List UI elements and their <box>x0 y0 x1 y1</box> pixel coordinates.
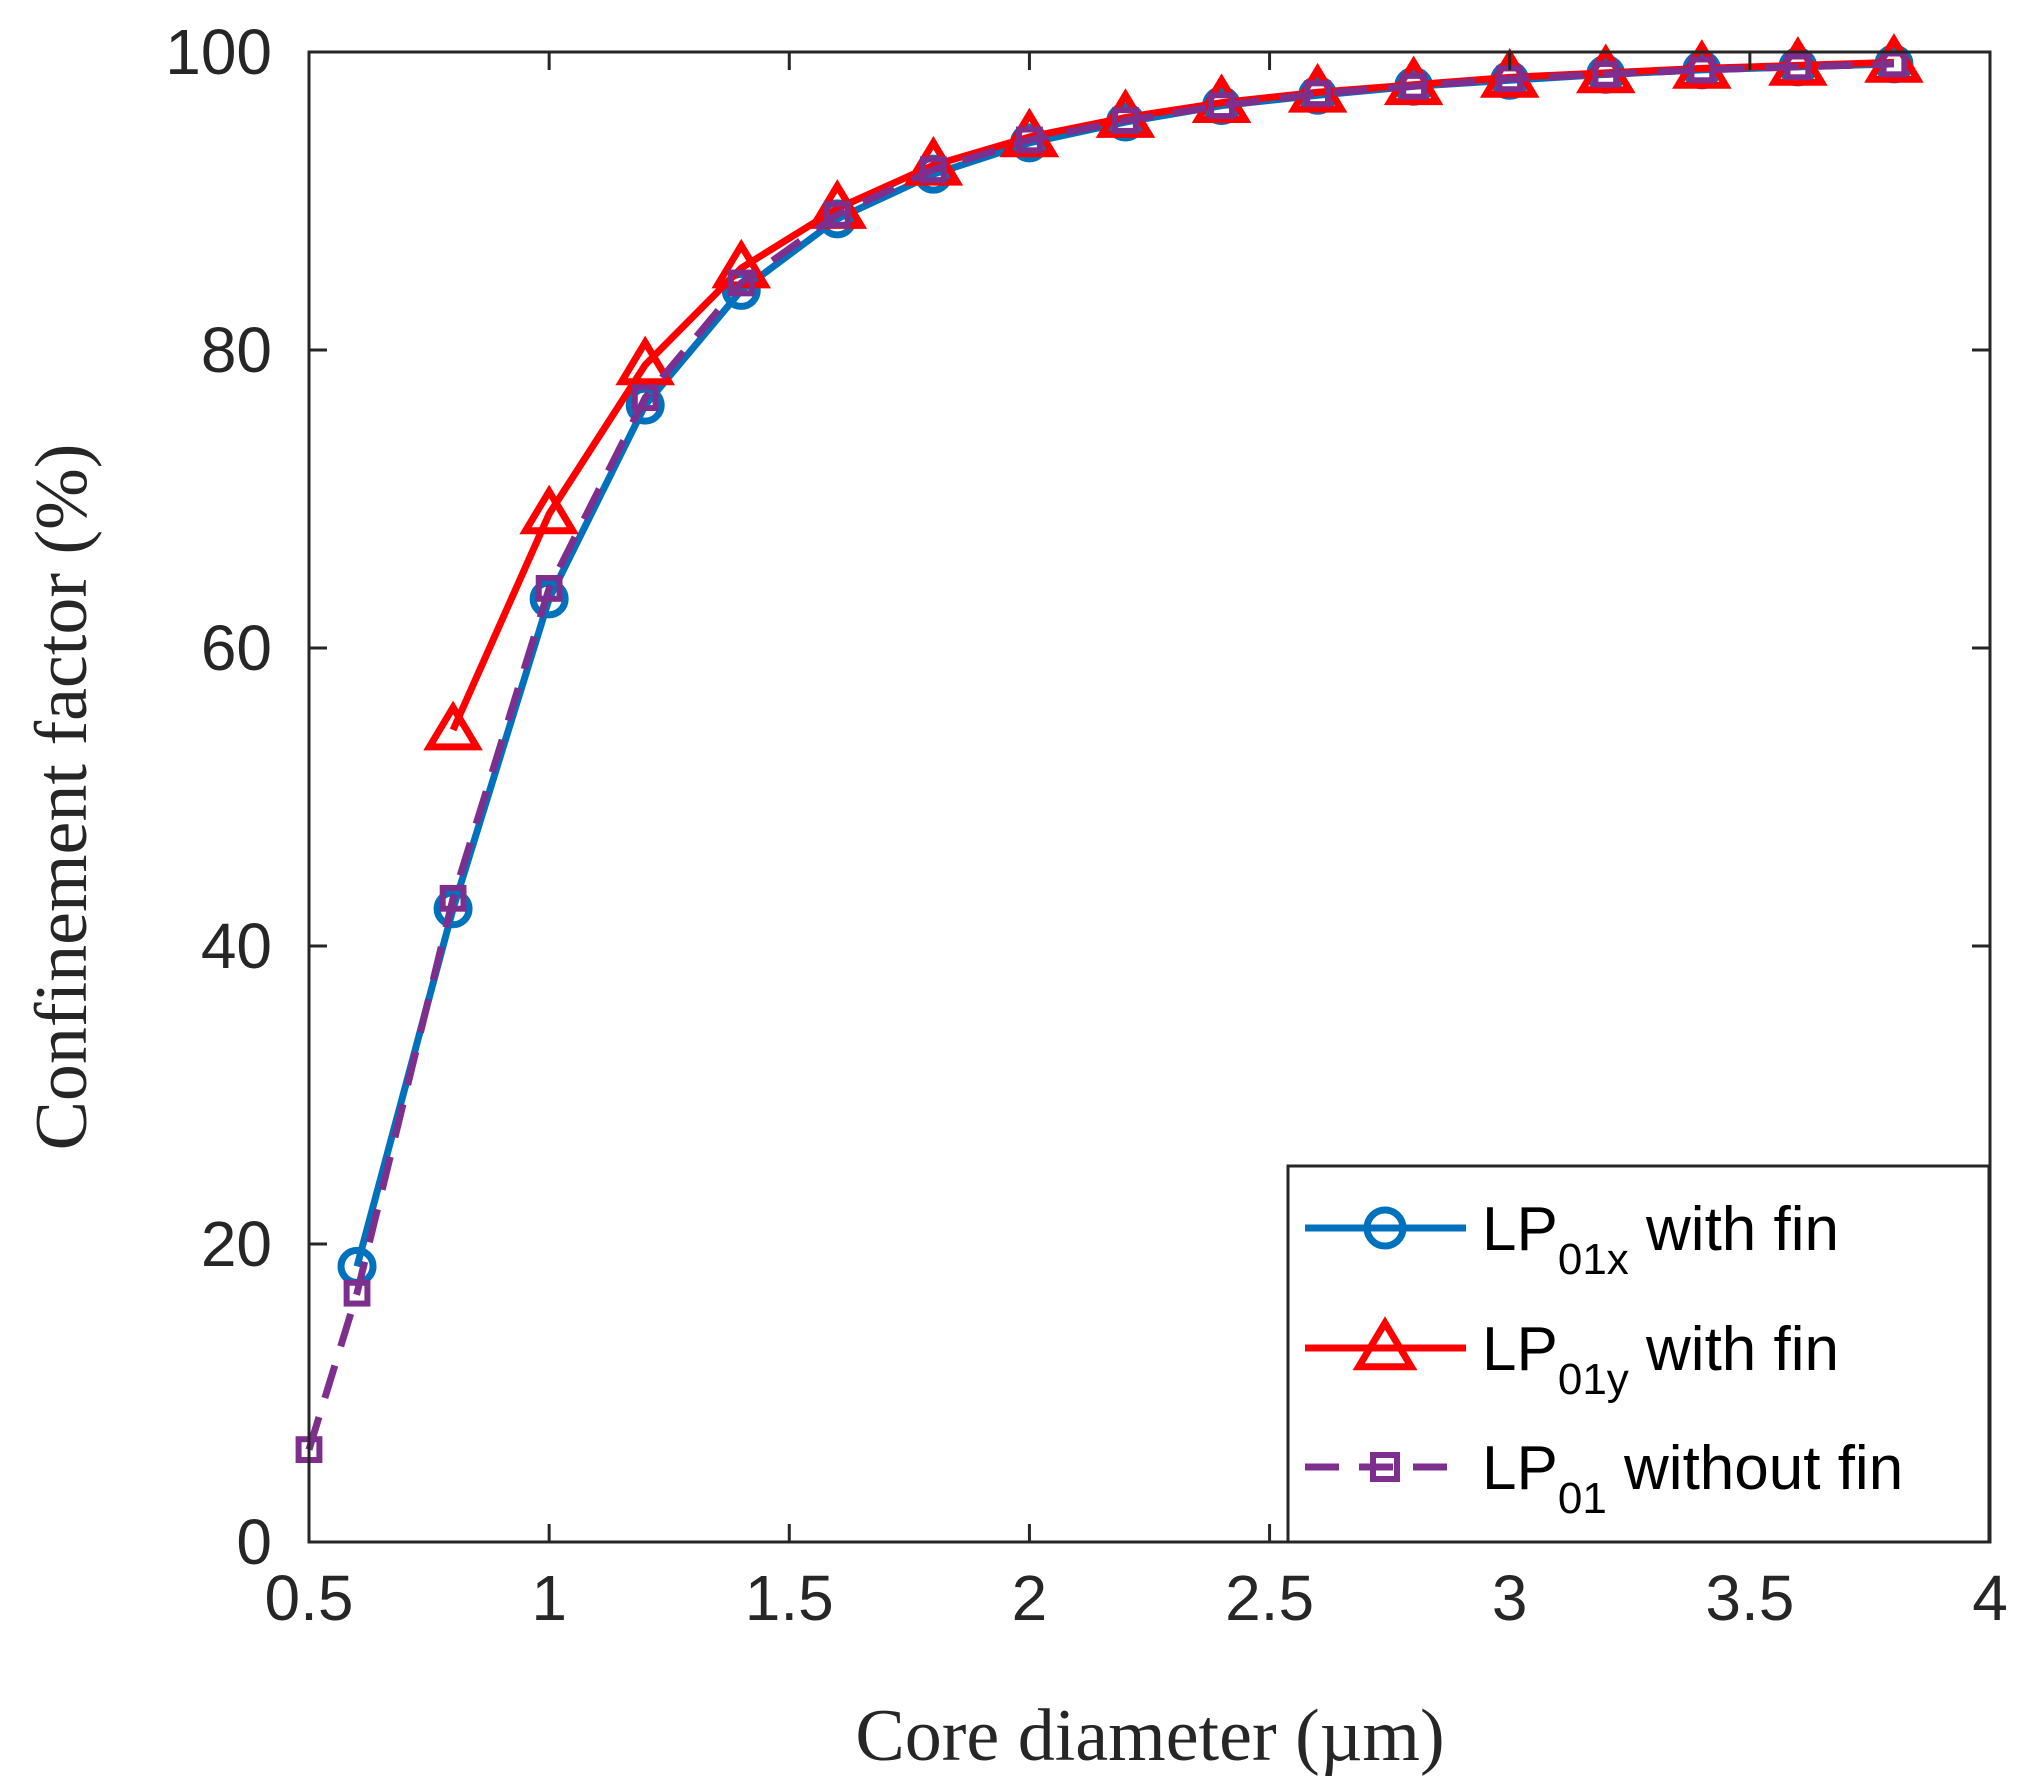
data-point <box>727 269 755 297</box>
data-point <box>529 579 569 619</box>
y-tick-label: 40 <box>201 910 272 982</box>
data-point <box>433 889 473 929</box>
x-tick-label: 1 <box>531 1562 567 1634</box>
x-tick-label: 0.5 <box>265 1562 354 1634</box>
data-point <box>535 575 563 602</box>
data-point <box>439 884 467 912</box>
legend-marker <box>1352 1316 1418 1371</box>
data-point <box>1688 56 1716 84</box>
x-tick-label: 3 <box>1492 1562 1528 1634</box>
x-tick-label: 2 <box>1012 1562 1048 1634</box>
data-point <box>1880 50 1908 78</box>
data-point <box>519 484 579 535</box>
data-point <box>823 201 851 228</box>
legend-label: LP01 without fin <box>1482 1434 1903 1523</box>
x-tick-label: 4 <box>1972 1562 2008 1634</box>
y-tick-label: 60 <box>201 612 272 684</box>
legend-label: LP01x with fin <box>1482 1195 1839 1284</box>
legend-item: LP01x with fin <box>1305 1195 1839 1284</box>
series-layer <box>295 33 1924 1464</box>
data-point <box>1016 126 1043 154</box>
data-point <box>1592 60 1620 88</box>
data-point <box>1112 107 1139 134</box>
data-point <box>423 700 483 751</box>
y-tick-label: 0 <box>236 1506 272 1578</box>
data-point <box>1208 92 1235 120</box>
data-point <box>919 156 947 184</box>
data-point <box>615 335 676 386</box>
data-point <box>631 384 659 412</box>
legend-marker <box>1363 1206 1407 1250</box>
legend-item: LP01 without fin <box>1305 1434 1903 1523</box>
data-point <box>343 1279 371 1307</box>
series-line <box>305 60 1895 1451</box>
legend-marker <box>1370 1452 1400 1482</box>
y-axis-label: Confinement factor (%) <box>21 444 103 1151</box>
legend-item: LP01y with fin <box>1305 1315 1839 1404</box>
x-axis-label: Core diameter (µm) <box>855 1695 1444 1777</box>
y-tick-label: 80 <box>201 314 272 386</box>
series-square <box>295 50 1908 1464</box>
x-tick-label: 3.5 <box>1705 1562 1794 1634</box>
data-point <box>1400 72 1428 100</box>
legend: LP01x with fin LP01y with fin LP01 without… <box>1286 1164 1991 1544</box>
x-tick-label: 1.5 <box>745 1562 834 1634</box>
data-point <box>1784 53 1812 81</box>
x-tick-label: 2.5 <box>1225 1562 1314 1634</box>
y-tick-label: 100 <box>165 16 272 88</box>
y-tick-label: 20 <box>201 1208 272 1280</box>
axes-frame <box>307 50 1992 1544</box>
legend-label: LP01y with fin <box>1482 1315 1839 1404</box>
data-point <box>1304 80 1331 108</box>
